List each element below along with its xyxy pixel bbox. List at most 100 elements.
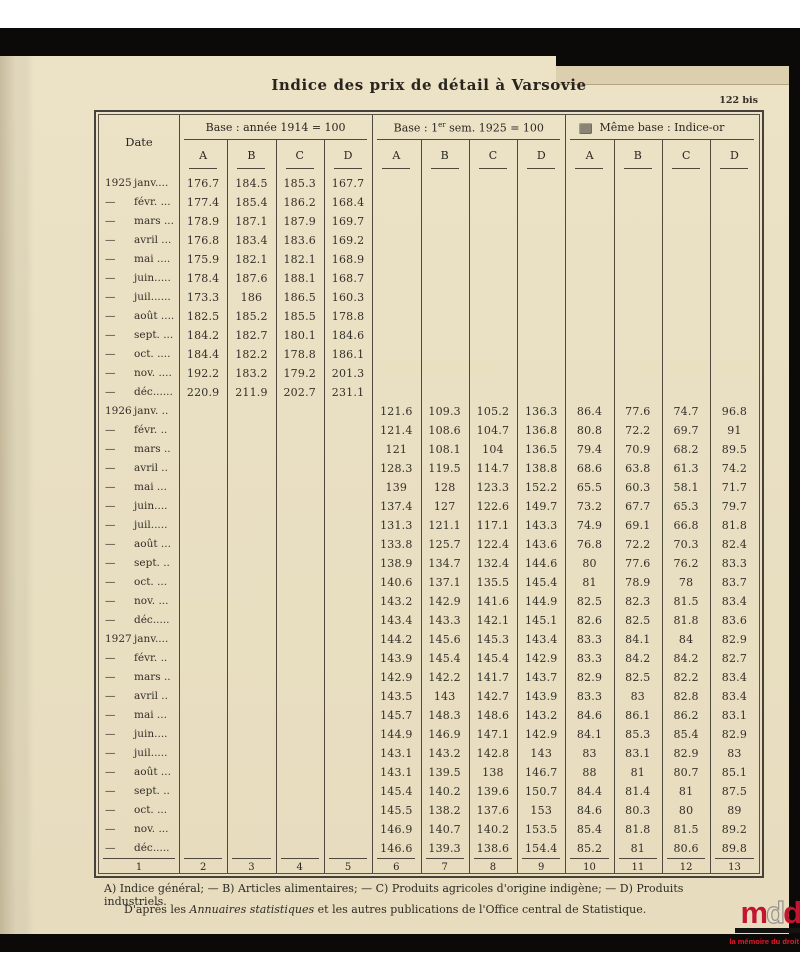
value-cell: 153.5 [524, 823, 558, 836]
number-row-separator [232, 858, 271, 859]
value-cell: 186 [240, 291, 263, 304]
value-cell [227, 535, 275, 554]
table-row: — août ... 143.1 139.5 138 146.7 88 81 80.7 85.1 [99, 763, 759, 782]
second-page-edge [556, 66, 789, 85]
value-cell: 84.2 [625, 652, 651, 665]
value-cell [662, 212, 710, 231]
value-cell: 79.7 [721, 500, 748, 513]
value-cell: 135.5 [476, 576, 510, 589]
row-label-prefix: — [105, 823, 116, 835]
value-cell: 192.2 [186, 367, 220, 380]
value-cell: 83.1 [721, 709, 748, 722]
value-cell: 178.4 [186, 272, 220, 285]
value-cell: 145.6 [428, 633, 461, 646]
value-cell [372, 193, 420, 212]
value-cell [179, 611, 227, 630]
value-cell [662, 193, 710, 212]
value-cell: 76.8 [576, 538, 603, 551]
scan-bottom-band [0, 934, 800, 952]
column-group-divider [179, 115, 180, 873]
value-cell [227, 573, 275, 592]
row-label: — mars ... [99, 212, 179, 231]
row-label-month: mai .... [134, 253, 171, 265]
row-label-month: juil...... [134, 291, 171, 303]
table-row: — avril .. 128.3 119.5 114.7 138.8 68.6 63.8 61.… [99, 459, 759, 478]
value-cell [372, 326, 420, 345]
value-cell: 82.9 [721, 728, 748, 741]
value-cell: 152.2 [524, 481, 558, 494]
scan-top-band [0, 28, 800, 56]
value-cell: 89 [727, 804, 742, 817]
value-cell [710, 364, 758, 383]
value-cell [662, 364, 710, 383]
value-cell: 89.8 [721, 842, 748, 855]
scan-right-edge [789, 28, 800, 952]
value-cell: 82.4 [721, 538, 748, 551]
value-cell: 138.6 [476, 842, 510, 855]
value-cell: 184.2 [186, 329, 220, 342]
value-cell: 143.1 [380, 766, 413, 779]
value-cell: 143 [433, 690, 456, 703]
row-label-month: déc..... [134, 614, 170, 626]
value-cell: 143.4 [380, 614, 413, 627]
value-cell: 140.7 [428, 823, 461, 836]
value-cell [565, 212, 613, 231]
row-label: — oct. ... [99, 801, 179, 820]
row-label: — août ... [99, 763, 179, 782]
value-cell: 84.4 [576, 785, 603, 798]
value-cell: 182.2 [235, 348, 268, 361]
value-cell: 82.6 [576, 614, 603, 627]
value-cell: 87.5 [721, 785, 748, 798]
value-cell: 77.6 [625, 557, 651, 570]
value-cell [227, 421, 275, 440]
value-cell [324, 440, 372, 459]
row-label-month: août ... [134, 538, 171, 550]
value-cell [227, 725, 275, 744]
value-cell: 73.2 [576, 500, 603, 513]
value-cell: 82.9 [673, 747, 699, 760]
column-group-divider [372, 115, 374, 873]
value-cell [324, 611, 372, 630]
value-cell: 85.1 [721, 766, 748, 779]
row-label: — sept. .. [99, 782, 179, 801]
value-cell: 85.2 [576, 842, 603, 855]
number-row-separator [667, 858, 706, 859]
value-cell [420, 345, 468, 364]
value-cell: 148.6 [476, 709, 510, 722]
value-cell [372, 307, 420, 326]
column-number: 5 [344, 862, 352, 873]
row-label: — mai ... [99, 478, 179, 497]
row-label: — nov. .... [99, 364, 179, 383]
value-cell [420, 326, 468, 345]
row-label-prefix: — [105, 709, 116, 721]
value-cell [469, 174, 517, 193]
table-row: — nov. ... 143.2 142.9 141.6 144.9 82.5 82.3 81.… [99, 592, 759, 611]
row-label-prefix: — [105, 766, 116, 778]
value-cell: 123.3 [476, 481, 510, 494]
value-cell: 187.9 [283, 215, 316, 228]
number-row-separator [618, 858, 657, 859]
group-underline [570, 139, 754, 140]
value-cell [227, 706, 275, 725]
value-cell [179, 820, 227, 839]
value-cell: 146.6 [380, 842, 413, 855]
column-divider [420, 139, 422, 873]
value-cell: 83.4 [721, 690, 748, 703]
value-cell: 143.2 [524, 709, 558, 722]
value-cell: 154.4 [524, 842, 558, 855]
table-row: — nov. ... 146.9 140.7 140.2 153.5 85.4 81.8 81.… [99, 820, 759, 839]
value-cell [227, 820, 275, 839]
row-label: — mai ... [99, 706, 179, 725]
value-cell: 70.3 [673, 538, 699, 551]
value-cell: 80.6 [673, 842, 699, 855]
value-cell: 145.3 [476, 633, 510, 646]
value-cell [276, 630, 324, 649]
value-cell: 143 [530, 747, 553, 760]
value-cell: 108.6 [428, 424, 461, 437]
value-cell [179, 535, 227, 554]
value-cell [227, 839, 275, 858]
value-cell: 201.3 [331, 367, 365, 380]
row-label-prefix: — [105, 329, 116, 341]
row-label: — déc..... [99, 839, 179, 858]
value-cell: 136.8 [524, 424, 558, 437]
